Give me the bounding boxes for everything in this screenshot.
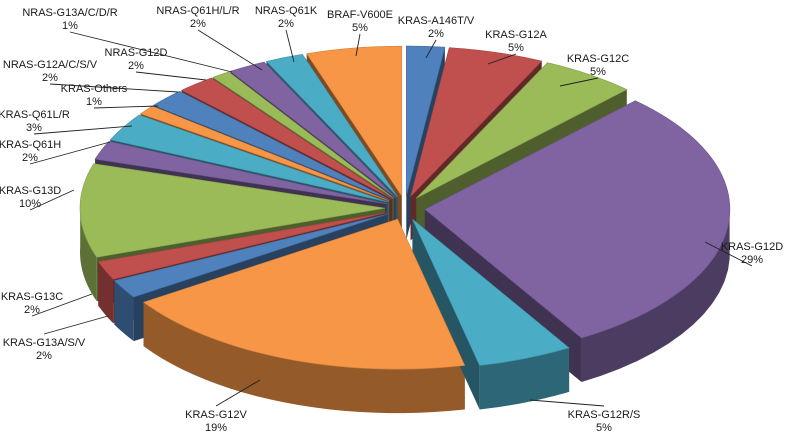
slice-label-kras-g13a-s-v: KRAS-G13A/S/V bbox=[3, 337, 86, 349]
leader-line-kras-others bbox=[93, 105, 159, 109]
leader-line-kras-g13c bbox=[31, 293, 93, 317]
leader-line-braf-v600e bbox=[355, 33, 361, 57]
slice-nras-q61k bbox=[265, 54, 398, 198]
slice-label-braf-v600e: BRAF-V600E bbox=[327, 9, 393, 21]
slice-label-nras-q61h-l-r: NRAS-Q61H/L/R bbox=[156, 5, 239, 17]
leader-line-nras-g12d bbox=[135, 71, 207, 81]
slice-label-nras-g12a-c-s-v: NRAS-G12A/C/S/V bbox=[3, 59, 98, 71]
slice-label-kras-g12r-s: KRAS-G12R/S bbox=[568, 409, 641, 421]
leader-line-kras-g12v bbox=[215, 379, 261, 407]
leader-line-kras-q61h bbox=[29, 141, 111, 165]
leader-line-nras-q61h-l-r bbox=[197, 29, 263, 71]
leader-line-kras-g12c bbox=[559, 77, 599, 87]
slice-value-nras-g12d: 2% bbox=[128, 60, 144, 72]
slice-value-kras-g13c: 2% bbox=[24, 304, 40, 316]
slice-value-nras-q61h-l-r: 2% bbox=[190, 18, 206, 30]
slice-nras-g12d bbox=[180, 77, 393, 200]
slice-value-kras-g12a: 5% bbox=[508, 42, 524, 54]
slice-value-kras-g13d: 10% bbox=[19, 198, 41, 210]
leader-line-nras-q61k bbox=[285, 29, 295, 63]
slice-value-kras-g12d: 29% bbox=[741, 254, 763, 266]
slice-braf-v600e bbox=[306, 45, 403, 198]
slice-nras-g12a-c-s-v bbox=[152, 90, 391, 201]
slice-kras-q61h bbox=[94, 141, 387, 205]
slice-side-kras-g12r-s bbox=[479, 347, 570, 410]
slice-label-kras-a146t-v: KRAS-A146T/V bbox=[398, 15, 475, 27]
leader-line-kras-g12r-s bbox=[529, 399, 605, 407]
leader-line-kras-g12a bbox=[487, 53, 517, 65]
slice-label-kras-g13d: KRAS-G13D bbox=[0, 185, 61, 197]
slice-value-kras-others: 1% bbox=[86, 96, 102, 108]
slice-label-nras-q61k: NRAS-Q61K bbox=[255, 5, 318, 17]
slice-kras-g12r-s bbox=[412, 218, 570, 366]
slice-label-kras-g12a: KRAS-G12A bbox=[485, 29, 547, 41]
pie-tops bbox=[79, 45, 731, 370]
slice-value-kras-g13a-s-v: 2% bbox=[36, 350, 52, 362]
slice-nras-g13a-c-d-r bbox=[212, 71, 394, 199]
slice-labels: KRAS-A146T/V2% KRAS-G12A5%KRAS-G12C5%KRAS… bbox=[0, 5, 783, 434]
slice-value-kras-g12r-s: 5% bbox=[596, 422, 612, 434]
slice-label-kras-g12c: KRAS-G12C bbox=[567, 53, 629, 65]
slice-label-nras-g12d: NRAS-G12D bbox=[105, 47, 168, 59]
slice-kras-g12c bbox=[416, 62, 628, 199]
slice-side-kras-g13c bbox=[98, 261, 114, 324]
slice-kras-g12a bbox=[410, 47, 543, 198]
slice-label-kras-others: KRAS-Others bbox=[61, 83, 128, 95]
leader-line-nras-g12a-c-s-v bbox=[49, 83, 179, 93]
slice-kras-g12d bbox=[424, 100, 731, 339]
slice-side-kras-g13a-s-v bbox=[114, 280, 134, 342]
slice-value-kras-g12c: 5% bbox=[590, 66, 606, 78]
slice-value-kras-q61h: 2% bbox=[22, 152, 38, 164]
slice-kras-g13c bbox=[97, 212, 387, 280]
slice-label-kras-g13c: KRAS-G13C bbox=[1, 291, 63, 303]
slice-kras-g12v bbox=[142, 218, 466, 370]
slice-value-kras-q61l-r: 3% bbox=[26, 122, 42, 134]
leader-line-kras-g13a-s-v bbox=[43, 315, 109, 335]
slice-value-kras-a146t-v: 2% bbox=[428, 28, 444, 40]
slice-value-kras-g12v: 19% bbox=[205, 422, 227, 434]
slice-kras-g13d bbox=[79, 163, 386, 258]
slice-value-nras-g12a-c-s-v: 2% bbox=[42, 72, 58, 84]
slice-side-kras-g13d bbox=[80, 202, 97, 302]
leader-line-kras-g12d bbox=[704, 241, 753, 267]
leader-line-kras-q61l-r bbox=[33, 125, 133, 135]
leader-lines bbox=[29, 29, 753, 407]
slice-value-nras-q61k: 2% bbox=[278, 18, 294, 30]
slice-side-kras-g12v bbox=[143, 302, 465, 414]
slice-label-kras-g12v: KRAS-G12V bbox=[185, 409, 247, 421]
slice-side-kras-g12d bbox=[581, 202, 730, 383]
slice-label-kras-q61l-r: KRAS-Q61L/R bbox=[0, 109, 70, 121]
leader-line-kras-a146t-v bbox=[425, 39, 437, 59]
leader-line-kras-g13d bbox=[29, 189, 75, 211]
slice-label-nras-g13a-c-d-r: NRAS-G13A/C/D/R bbox=[22, 7, 117, 19]
slice-kras-a146t-v bbox=[405, 45, 446, 197]
slice-value-nras-g13a-c-d-r: 1% bbox=[62, 20, 78, 32]
slice-kras-g13a-s-v bbox=[113, 213, 388, 298]
leader-line-nras-g13a-c-d-r bbox=[69, 31, 233, 73]
slice-label-kras-g12d: KRAS-G12D bbox=[721, 241, 783, 253]
slice-label-kras-q61h: KRAS-Q61H bbox=[0, 139, 61, 151]
slice-value-braf-v600e: 5% bbox=[352, 22, 368, 34]
